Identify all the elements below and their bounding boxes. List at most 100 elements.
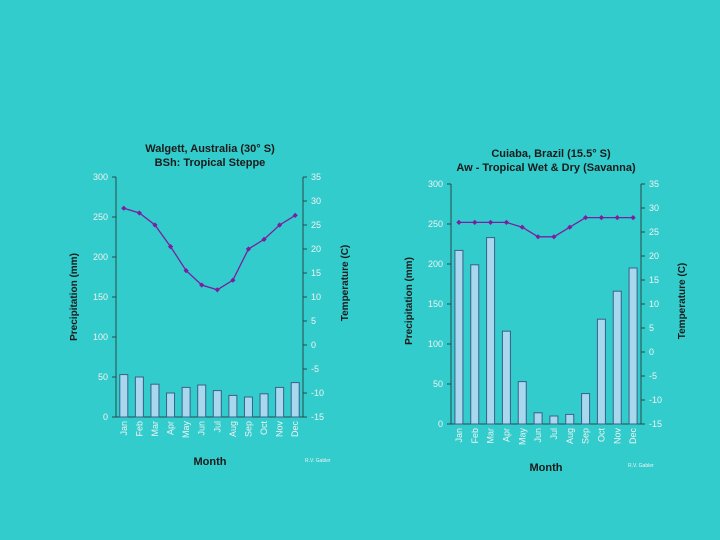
y-tick-label: 0 [438,419,443,429]
temperature-point [487,219,494,225]
x-tick-label: Oct [596,428,606,443]
y-axis-label: Precipitation (mm) [69,253,80,341]
y2-tick-label: 0 [649,347,654,357]
y2-tick-label: -10 [649,395,662,405]
temperature-point [277,222,283,228]
temperature-point [136,210,142,216]
x-tick-label: Nov [275,421,285,438]
temperature-point [582,215,589,221]
temperature-point [472,219,478,225]
source-note: R.V. Gabler [305,458,331,464]
y2-tick-label: 15 [649,275,659,285]
y2-tick-label: 30 [311,196,321,206]
precipitation-bar [259,393,269,418]
temperature-point [535,234,541,240]
y2-tick-label: -15 [311,412,324,422]
temperature-point [167,244,174,250]
precipitation-bar [228,394,238,418]
y-axis-label: Precipitation (mm) [404,257,415,345]
temperature-point [567,224,573,230]
chart-subtitle: Aw - Tropical Wet & Dry (Savanna) [456,162,636,174]
temperature-point [245,246,252,252]
plot-area: 0 50 100 150 200 250 300 -15 -10 -5 0 5 10 15 20 25 30 35… [93,172,324,438]
y-tick-label: 150 [428,299,443,309]
y2-tick-label: 10 [649,299,659,309]
y-tick-label: 200 [428,259,443,269]
precipitation-bar [181,386,191,418]
y2-tick-label: 35 [311,172,321,182]
precipitation-bar [581,393,591,425]
temperature-point [292,212,298,218]
x-tick-label: Sep [581,428,591,444]
precipitation-bar [501,330,511,425]
temperature-point [152,222,158,228]
x-tick-label: Aug [228,421,238,437]
x-tick-label: Jan [454,428,464,443]
chart-subtitle: BSh: Tropical Steppe [155,157,266,169]
precipitation-bar [486,237,496,425]
y2-tick-label: 30 [649,203,659,213]
x-tick-label: Oct [259,421,269,436]
temperature-point [551,234,557,240]
temperature-point [261,236,267,242]
x-tick-label: Dec [628,428,638,445]
y-tick-label: 50 [98,372,108,382]
precipitation-bar [454,249,464,425]
precipitation-bar [197,384,207,418]
x-tick-label: Apr [501,428,511,442]
y-tick-label: 50 [433,379,443,389]
x-tick-label: Jun [533,428,543,443]
y-tick-label: 100 [428,339,443,349]
x-tick-label: Apr [166,421,176,435]
y2-axis-label: Temperature (C) [677,263,688,340]
temperature-point [214,287,220,293]
precipitation-bar [166,392,176,418]
y2-tick-label: 15 [311,268,321,278]
precipitation-bar [596,318,606,425]
temperature-point [456,219,462,225]
y2-tick-label: 25 [311,220,321,230]
y2-tick-label: 0 [311,340,316,350]
y-tick-label: 100 [93,332,108,342]
y-tick-label: 200 [93,252,108,262]
x-tick-label: May [181,421,191,439]
temperature-point [614,215,620,221]
temperature-line [123,207,296,291]
x-axis-label: Month [194,456,227,468]
temperature-point [503,219,510,225]
source-note: R.V. Gabler [628,463,654,469]
y-tick-label: 250 [428,219,443,229]
precipitation-bar [533,412,543,425]
x-tick-label: Feb [470,428,480,444]
y2-tick-label: -5 [311,364,319,374]
y2-tick-label: -5 [649,371,657,381]
precipitation-bar [470,264,480,425]
y-tick-label: 0 [103,412,108,422]
y2-tick-label: 20 [649,251,659,261]
x-tick-label: Dec [290,421,300,438]
y2-tick-label: 35 [649,179,659,189]
temperature-point [121,205,127,211]
x-tick-label: Sep [243,421,253,437]
x-axis-label: Month [530,462,563,474]
x-tick-label: Mar [486,428,496,444]
temperature-line [458,216,634,238]
precipitation-bar [549,415,559,425]
precipitation-bar [628,267,638,425]
precipitation-bar [134,376,144,418]
x-tick-label: Jan [119,421,129,436]
y2-tick-label: 25 [649,227,659,237]
precipitation-bar [243,396,253,418]
precipitation-bar [612,290,622,425]
y2-tick-label: -10 [311,388,324,398]
precipitation-bar [517,381,527,425]
precipitation-bar [150,383,160,418]
y2-tick-label: 10 [311,292,321,302]
temperature-point [598,215,605,221]
y2-axis-label: Temperature (C) [340,245,351,322]
precipitation-bar [212,390,222,418]
temperature-point [183,268,189,274]
y-tick-label: 300 [93,172,108,182]
